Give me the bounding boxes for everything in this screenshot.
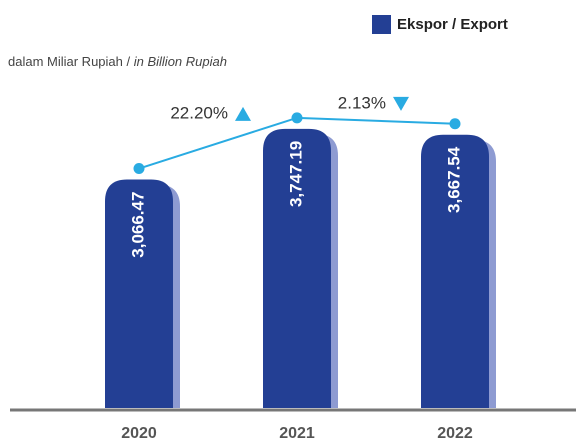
x-tick-label: 2020 — [121, 425, 157, 442]
growth-arrow — [235, 106, 251, 121]
bar — [421, 134, 489, 409]
legend-label: Ekspor / Export — [397, 16, 508, 33]
bar — [105, 179, 173, 408]
x-tick-label: 2022 — [437, 425, 473, 442]
growth-label: 2.13% — [338, 93, 386, 112]
growth-dot — [291, 112, 303, 124]
x-tick-label: 2021 — [279, 425, 315, 442]
growth-dot — [133, 163, 145, 175]
subtitle-en: in Billion Rupiah — [134, 54, 227, 69]
bar — [263, 128, 331, 408]
growth-label: 22.20% — [170, 103, 228, 122]
value-label: 3,747.19 — [286, 141, 305, 207]
subtitle: dalam Miliar Rupiah / in Billion Rupiah — [8, 54, 227, 69]
legend-swatch — [372, 15, 391, 34]
subtitle-id: dalam Miliar Rupiah / — [8, 54, 130, 69]
value-label: 3,066.47 — [128, 192, 147, 258]
growth-dot — [449, 118, 461, 130]
value-label: 3,667.54 — [444, 146, 463, 213]
growth-arrow — [393, 96, 409, 111]
